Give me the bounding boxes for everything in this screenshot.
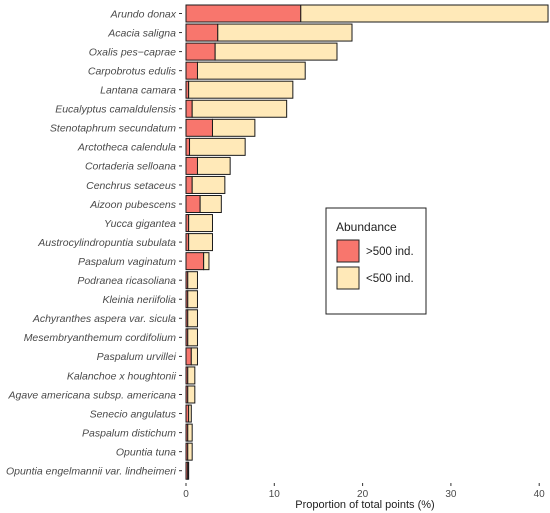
bar-segment-low-abundance (199, 195, 222, 213)
bar-segment-low-abundance (190, 347, 198, 366)
bar-segment-low-abundance (189, 137, 246, 156)
legend: Abundance >500 ind. <500 ind. (325, 207, 427, 315)
bar-segment-low-abundance (187, 461, 190, 480)
bar-segment-low-abundance (187, 385, 196, 404)
category-label: Kleinia neriifolia (102, 294, 176, 306)
category-label: Yucca gigantea (104, 218, 176, 230)
legend-label-high: >500 ind. (366, 246, 414, 258)
bar-segment-low-abundance (187, 442, 193, 461)
x-tick-label: 30 (445, 489, 457, 500)
category-label: Agave americana subsp. americana (7, 389, 176, 401)
bar-segment-high-abundance (185, 118, 213, 137)
category-label: Achyranthes aspera var. sicula (32, 313, 176, 325)
bar-segment-low-abundance (300, 4, 549, 23)
x-axis-title: Proportion of total points (%) (295, 499, 434, 511)
category-label: Carpobrotus edulis (88, 65, 177, 77)
bar-segment-low-abundance (217, 23, 353, 42)
category-label: Paspalum distichum (82, 427, 176, 439)
bar-segment-low-abundance (211, 118, 256, 137)
bar-segment-high-abundance (185, 99, 193, 118)
category-label: Austrocylindropuntia subulata (37, 237, 176, 249)
category-label: Acacia saligna (107, 27, 176, 39)
bar-segment-low-abundance (188, 404, 192, 423)
bar-segment-high-abundance (185, 42, 216, 61)
bar-segment-high-abundance (185, 252, 205, 271)
category-label: Opuntia engelmannii var. lindheimeri (6, 466, 177, 478)
category-label: Oxalis pes−caprae (89, 46, 176, 58)
bar-segment-high-abundance (185, 4, 302, 23)
bar-segment-low-abundance (187, 290, 198, 309)
bar-segment-high-abundance (185, 137, 191, 156)
category-label: Aizoon pubescens (89, 199, 177, 211)
x-axis: Proportion of total points (%) 0 10 20 30 40 (183, 483, 545, 511)
bar-segment-low-abundance (203, 252, 210, 271)
x-tick-label: 10 (269, 489, 281, 500)
bar-segment-high-abundance (185, 347, 192, 366)
category-label: Arctotheca calendula (77, 142, 176, 154)
category-label: Podranea ricasoliana (77, 275, 176, 287)
bar-segment-low-abundance (188, 80, 294, 99)
category-label: Cortaderia selloana (85, 161, 176, 173)
bars-layer (185, 4, 549, 480)
category-label: Arundo donax (110, 8, 177, 20)
bar-segment-low-abundance (188, 214, 213, 233)
category-label: Eucalyptus camaldulensis (55, 104, 177, 116)
category-label: Opuntia tuna (116, 446, 176, 458)
x-tick-label: 20 (357, 489, 369, 500)
bar-segment-low-abundance (191, 175, 226, 194)
bar-segment-low-abundance (196, 156, 231, 175)
bar-segment-high-abundance (185, 195, 201, 213)
legend-swatch-high (336, 239, 360, 263)
bar-segment-low-abundance (187, 366, 196, 385)
category-label: Kalanchoe x houghtonii (67, 370, 177, 382)
bar-segment-low-abundance (187, 271, 198, 290)
bar-segment-low-abundance (188, 233, 213, 252)
bar-segment-low-abundance (191, 99, 288, 118)
category-label: Paspalum vaginatum (78, 256, 176, 268)
bar-segment-low-abundance (196, 61, 306, 80)
legend-label-low: <500 ind. (366, 273, 414, 285)
category-label: Senecio angulatus (90, 408, 177, 420)
category-label: Lantana camara (100, 85, 176, 97)
category-label: Cenchrus setaceus (86, 180, 177, 192)
category-labels: Arundo donax Acacia saligna Oxalis pes−cap… (6, 8, 182, 478)
bar-segment-high-abundance (185, 156, 198, 175)
category-label: Paspalum urvillei (97, 351, 177, 363)
legend-swatch-low (336, 266, 360, 290)
bar-segment-high-abundance (185, 61, 198, 80)
bar-segment-low-abundance (187, 328, 198, 347)
legend-title: Abundance (336, 220, 397, 234)
bar-segment-high-abundance (185, 175, 193, 194)
x-tick-label: 40 (534, 489, 546, 500)
x-tick-label: 0 (183, 489, 189, 500)
category-label: Mesembryanthemum cordifolium (24, 332, 177, 344)
bar-segment-low-abundance (187, 309, 198, 328)
bar-segment-high-abundance (185, 23, 219, 42)
category-label: Stenotaphrum secundatum (50, 123, 176, 135)
bar-segment-low-abundance (214, 42, 338, 61)
bar-segment-low-abundance (187, 423, 193, 442)
